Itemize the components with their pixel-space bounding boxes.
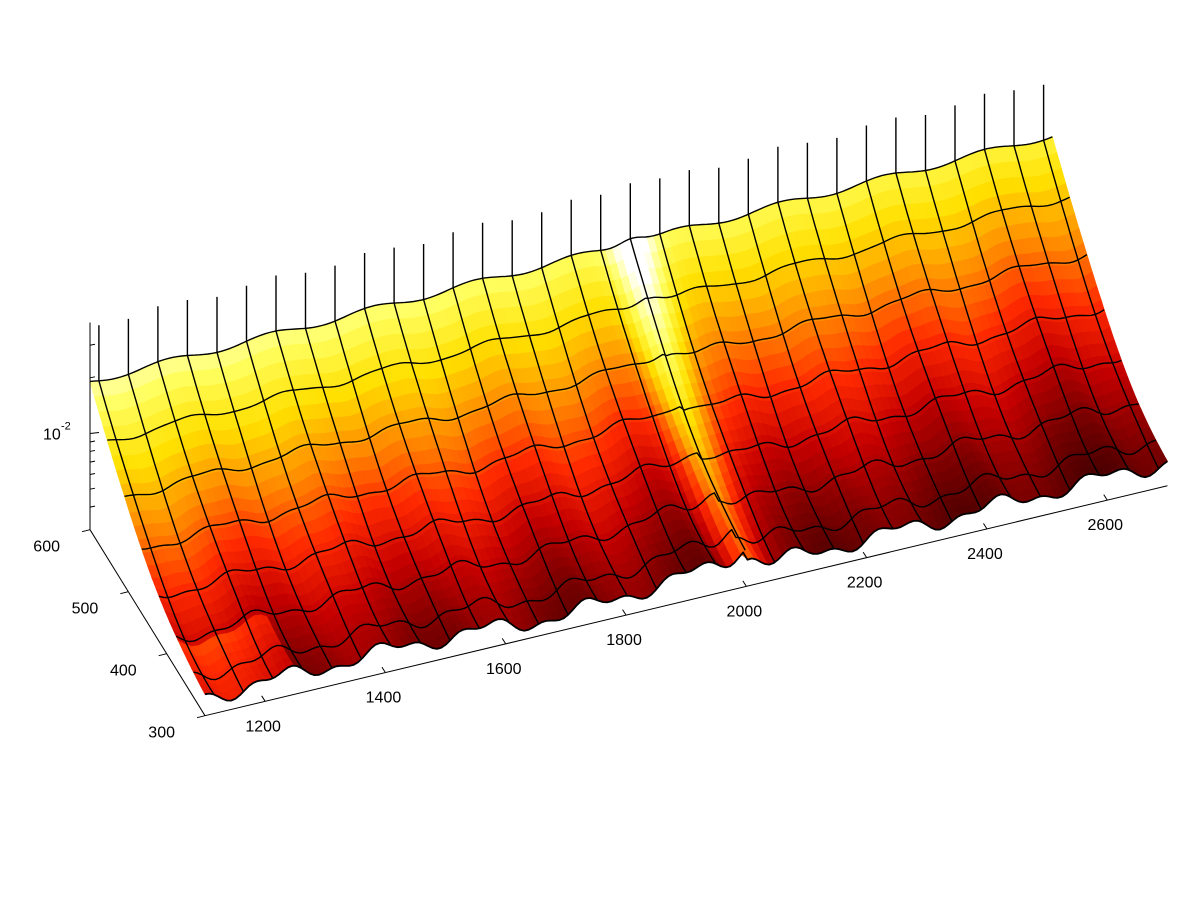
x-tick-mark (381, 666, 386, 673)
y-tick-label: 600 (33, 539, 60, 556)
x-tick-mark (622, 609, 627, 616)
surface-layer (89, 84, 1168, 702)
y-tick-label: 400 (110, 663, 137, 680)
z-minor-tick (89, 376, 96, 379)
z-minor-tick (89, 460, 96, 463)
x-tick-mark (501, 638, 507, 645)
x-tick-mark (1103, 494, 1108, 501)
y-tick-mark (120, 591, 129, 595)
z-minor-tick (89, 440, 96, 443)
z-minor-tick (89, 343, 96, 346)
x-tick-mark (862, 551, 868, 558)
z-tick-label-exponent: -2 (61, 421, 71, 433)
y-tick-mark (81, 529, 91, 533)
x-tick-label: 1600 (486, 661, 522, 678)
x-tick-mark (983, 523, 988, 530)
y-tick-label: 500 (72, 601, 99, 618)
y-tick-mark (196, 715, 206, 719)
z-minor-tick (89, 473, 96, 476)
x-tick-label: 2600 (1087, 517, 1123, 534)
y-tick-mark (158, 653, 167, 657)
y-tick-label: 300 (148, 725, 175, 742)
x-tick-label: 1400 (366, 690, 402, 707)
x-tick-mark (261, 695, 266, 702)
x-tick-label: 1800 (606, 632, 642, 649)
z-tick-label-base: 10 (43, 427, 61, 444)
x-tick-mark (742, 580, 747, 587)
x-tick-label: 2400 (967, 546, 1003, 563)
z-minor-tick (89, 487, 96, 490)
z-major-tick (89, 432, 100, 434)
z-minor-tick (89, 449, 96, 452)
z-minor-tick (89, 505, 96, 508)
x-tick-label: 2200 (847, 575, 883, 592)
x-tick-label: 2000 (727, 603, 763, 620)
x-tick-label: 1200 (245, 718, 281, 735)
